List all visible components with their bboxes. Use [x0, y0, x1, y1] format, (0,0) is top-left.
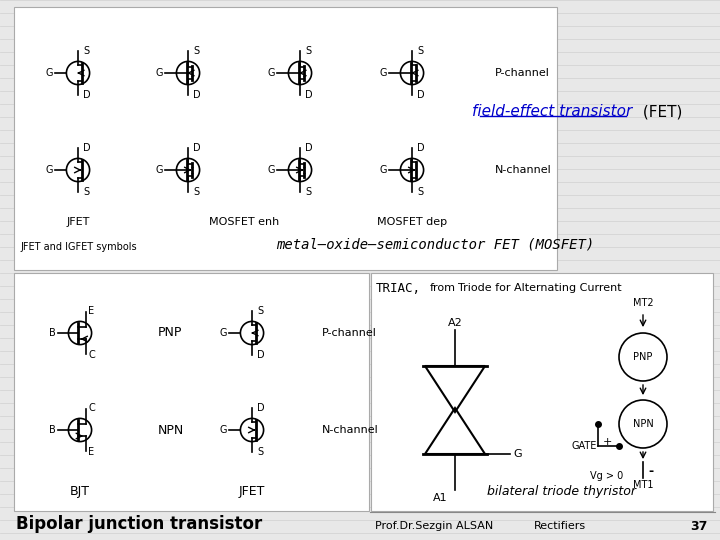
Text: MOSFET dep: MOSFET dep: [377, 217, 447, 227]
Text: A2: A2: [448, 318, 462, 328]
Text: E: E: [89, 306, 94, 315]
Text: D: D: [305, 143, 312, 153]
Text: G: G: [379, 165, 387, 175]
Text: S: S: [417, 45, 423, 56]
Text: metal–oxide–semiconductor FET (MOSFET): metal–oxide–semiconductor FET (MOSFET): [276, 238, 594, 252]
Text: P-channel: P-channel: [495, 68, 550, 78]
Text: A1: A1: [433, 493, 447, 503]
Text: MT2: MT2: [633, 298, 653, 308]
Text: D: D: [193, 90, 201, 100]
Text: BJT: BJT: [70, 485, 90, 498]
Text: GATE: GATE: [572, 441, 597, 451]
Text: S: S: [257, 448, 263, 457]
Text: E: E: [89, 448, 94, 457]
Text: G: G: [513, 449, 521, 459]
Text: S: S: [193, 187, 199, 198]
Text: D: D: [417, 143, 425, 153]
Text: PNP: PNP: [634, 352, 653, 362]
Text: C: C: [89, 350, 95, 360]
Text: D: D: [193, 143, 201, 153]
Text: bilateral triode thyristor: bilateral triode thyristor: [487, 485, 636, 498]
Text: field-effect transistor: field-effect transistor: [472, 105, 632, 119]
Text: G: G: [45, 165, 53, 175]
Text: 37: 37: [690, 519, 708, 532]
Text: B: B: [49, 425, 56, 435]
Text: S: S: [305, 45, 311, 56]
Text: MT1: MT1: [633, 480, 653, 490]
Text: D: D: [83, 143, 91, 153]
Text: P-channel: P-channel: [322, 328, 377, 338]
Text: Triode for Alternating Current: Triode for Alternating Current: [458, 283, 621, 293]
Bar: [14, 7, 557, 270]
Text: TRIAC,: TRIAC,: [376, 281, 421, 294]
Text: G: G: [220, 328, 227, 338]
Text: D: D: [257, 403, 265, 413]
Text: JFET and IGFET symbols: JFET and IGFET symbols: [20, 242, 137, 252]
Text: D: D: [83, 90, 91, 100]
Text: S: S: [305, 187, 311, 198]
Text: PNP: PNP: [158, 327, 182, 340]
Text: Bipolar junction transistor: Bipolar junction transistor: [16, 515, 262, 533]
Text: G: G: [268, 165, 275, 175]
Text: -: -: [649, 465, 654, 478]
Text: N-channel: N-channel: [322, 425, 379, 435]
Text: D: D: [257, 350, 265, 360]
Text: Prof.Dr.Sezgin ALSAN: Prof.Dr.Sezgin ALSAN: [375, 521, 493, 531]
Text: from: from: [430, 283, 456, 293]
Text: B: B: [49, 328, 56, 338]
Text: JFET: JFET: [66, 217, 90, 227]
Text: N-channel: N-channel: [495, 165, 552, 175]
Text: Vg > 0: Vg > 0: [590, 471, 624, 481]
Text: NPN: NPN: [633, 419, 653, 429]
Text: JFET: JFET: [239, 485, 265, 498]
Text: MOSFET enh: MOSFET enh: [209, 217, 279, 227]
Text: S: S: [83, 45, 89, 56]
Text: NPN: NPN: [158, 423, 184, 436]
Text: G: G: [156, 165, 163, 175]
Text: S: S: [193, 45, 199, 56]
Text: S: S: [417, 187, 423, 198]
Text: G: G: [156, 68, 163, 78]
Text: C: C: [89, 403, 95, 413]
Text: G: G: [379, 68, 387, 78]
Text: G: G: [220, 425, 227, 435]
Text: +: +: [603, 437, 612, 447]
Text: G: G: [268, 68, 275, 78]
Text: D: D: [305, 90, 312, 100]
Text: (FET): (FET): [638, 105, 683, 119]
Text: S: S: [83, 187, 89, 198]
Text: S: S: [257, 306, 263, 315]
Bar: [14, 273, 369, 511]
Text: D: D: [417, 90, 425, 100]
Bar: [371, 273, 713, 511]
Text: Rectifiers: Rectifiers: [534, 521, 586, 531]
Text: G: G: [45, 68, 53, 78]
